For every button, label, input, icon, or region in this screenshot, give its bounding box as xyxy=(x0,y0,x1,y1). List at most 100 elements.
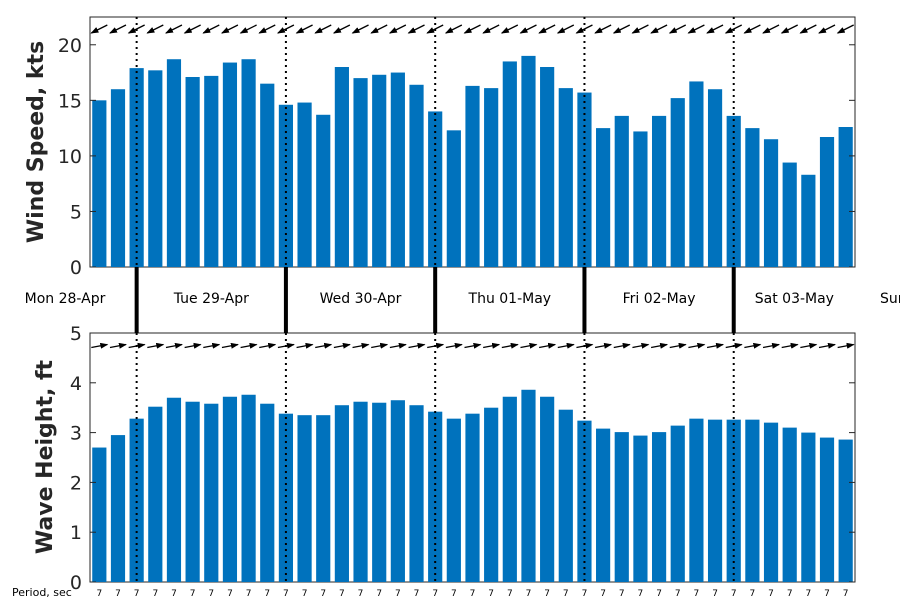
bar-1-21 xyxy=(484,407,499,582)
bar-0-18 xyxy=(428,111,443,267)
bar-1-23 xyxy=(521,389,536,582)
day-label: Fri 02-May xyxy=(623,291,696,307)
direction-arrow-0-6 xyxy=(202,24,220,34)
bar-1-1 xyxy=(110,435,126,582)
direction-arrow-1-20 xyxy=(464,342,482,349)
period-value: 7 xyxy=(96,589,102,599)
bar-0-30 xyxy=(651,115,667,267)
direction-arrow-0-8 xyxy=(239,24,257,34)
y-tick-label: 5 xyxy=(70,323,82,345)
direction-arrow-1-4 xyxy=(165,342,183,349)
direction-arrow-1-36 xyxy=(762,342,781,349)
bar-0-39 xyxy=(819,137,835,267)
direction-arrow-0-36 xyxy=(762,24,780,34)
direction-arrow-1-21 xyxy=(483,342,501,349)
direction-arrow-0-32 xyxy=(687,24,705,34)
direction-arrow-0-21 xyxy=(482,24,500,34)
bar-1-8 xyxy=(241,394,256,582)
bar-1-29 xyxy=(633,435,648,582)
bar-1-36 xyxy=(763,422,779,582)
bar-0-13 xyxy=(334,67,349,267)
direction-arrow-0-5 xyxy=(183,24,201,34)
bar-1-2 xyxy=(129,418,144,582)
direction-arrow-1-39 xyxy=(818,342,836,349)
bar-1-30 xyxy=(651,432,667,582)
bar-0-40 xyxy=(838,127,853,267)
bar-1-27 xyxy=(596,428,611,582)
direction-arrow-0-23 xyxy=(519,24,537,34)
period-value: 7 xyxy=(507,589,513,599)
direction-arrow-0-16 xyxy=(388,24,407,34)
period-value: 7 xyxy=(750,589,756,599)
direction-arrow-1-31 xyxy=(669,342,687,349)
direction-arrow-1-33 xyxy=(706,342,725,349)
direction-arrow-1-0 xyxy=(91,342,109,349)
direction-arrow-0-13 xyxy=(332,24,351,34)
bar-0-12 xyxy=(316,114,331,268)
bar-1-20 xyxy=(465,413,480,582)
period-value: 7 xyxy=(283,589,289,599)
y-tick-label: 4 xyxy=(70,373,82,395)
bar-0-0 xyxy=(92,100,107,267)
y-tick-label: 3 xyxy=(70,423,82,445)
direction-arrow-1-9 xyxy=(259,342,277,349)
direction-arrow-0-31 xyxy=(668,24,687,34)
bar-0-19 xyxy=(446,130,461,267)
direction-arrow-0-9 xyxy=(258,24,276,34)
bar-1-15 xyxy=(372,402,387,582)
bar-0-14 xyxy=(353,78,368,267)
bar-0-24 xyxy=(540,67,555,267)
day-label: Sat 03-May xyxy=(755,291,834,307)
period-value: 7 xyxy=(675,589,681,599)
bar-0-11 xyxy=(297,102,312,267)
direction-arrow-1-17 xyxy=(408,342,426,349)
bar-0-8 xyxy=(241,59,256,267)
period-value: 7 xyxy=(264,589,270,599)
direction-arrow-1-22 xyxy=(501,342,519,349)
bar-0-1 xyxy=(110,89,126,267)
direction-arrow-1-34 xyxy=(725,342,743,349)
direction-arrow-1-6 xyxy=(203,342,221,349)
direction-arrow-0-22 xyxy=(500,24,519,34)
direction-arrow-0-20 xyxy=(463,24,481,34)
direction-arrow-1-16 xyxy=(389,342,407,349)
day-label: Wed 30-Apr xyxy=(320,291,402,307)
direction-arrow-0-10 xyxy=(277,24,295,34)
period-value: 7 xyxy=(246,589,252,599)
bar-0-5 xyxy=(185,77,200,267)
direction-arrow-1-15 xyxy=(371,342,389,349)
bar-1-6 xyxy=(204,403,219,582)
period-value: 7 xyxy=(320,589,326,599)
direction-arrow-1-26 xyxy=(576,342,594,349)
period-value: 7 xyxy=(302,589,308,599)
direction-arrow-0-19 xyxy=(444,24,463,34)
period-value: 7 xyxy=(152,589,158,599)
period-value: 7 xyxy=(190,589,196,599)
period-value: 7 xyxy=(432,589,438,599)
bar-0-3 xyxy=(148,70,163,267)
bar-0-7 xyxy=(222,62,238,267)
direction-arrow-1-27 xyxy=(594,342,613,349)
direction-arrow-0-28 xyxy=(612,24,631,34)
direction-arrow-0-24 xyxy=(538,24,556,34)
bar-1-28 xyxy=(614,432,629,582)
period-value: 7 xyxy=(638,589,644,599)
period-value: 7 xyxy=(582,589,588,599)
bar-0-31 xyxy=(670,98,685,267)
y-tick-label: 10 xyxy=(58,146,82,168)
period-value: 7 xyxy=(656,589,662,599)
bar-1-3 xyxy=(148,406,163,582)
day-label-strip: Mon 28-Apr Tue 29-Apr Wed 30-Apr Thu 01-May… xyxy=(25,267,900,333)
bar-0-9 xyxy=(260,83,275,268)
period-value: 7 xyxy=(414,589,420,599)
direction-arrow-0-18 xyxy=(426,24,444,34)
bar-1-35 xyxy=(745,419,760,582)
period-value: 7 xyxy=(134,589,140,599)
bar-1-0 xyxy=(92,447,107,582)
period-value: 7 xyxy=(208,589,214,599)
direction-arrow-0-25 xyxy=(556,24,575,34)
direction-arrow-0-27 xyxy=(594,24,612,34)
period-value: 7 xyxy=(712,589,718,599)
direction-arrow-1-13 xyxy=(333,342,351,349)
direction-arrow-1-32 xyxy=(688,342,706,349)
